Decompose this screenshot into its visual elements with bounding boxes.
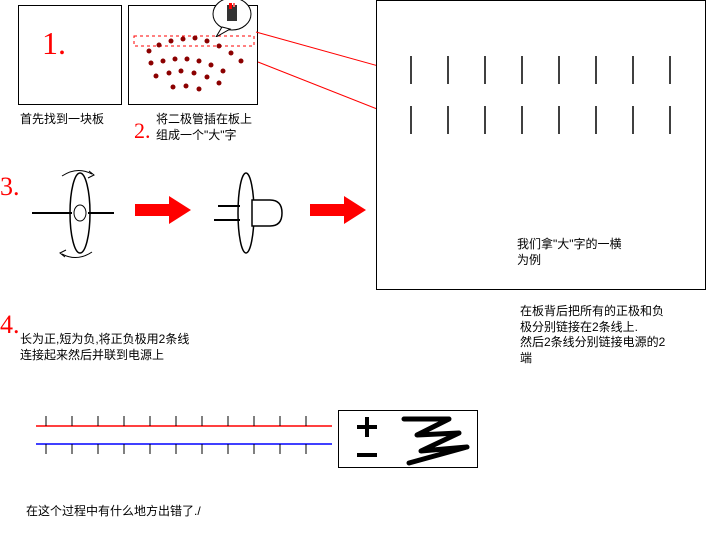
right-panel-ticks [377, 1, 707, 161]
red-arrow-1 [135, 196, 191, 224]
step3-number: 3. [0, 172, 20, 202]
battery-box [338, 410, 478, 468]
footer-text: 在这个过程中有什么地方出错了./ [26, 504, 201, 520]
right-panel-box: 我们拿"大"字的一横 为例 [376, 0, 706, 290]
led-front-left [22, 158, 118, 278]
red-arrow-2 [310, 196, 366, 224]
step4-caption: 长为正,短为负,将正负极用2条线 连接起来然后并联到电源上 [20, 332, 189, 363]
right-panel-caption-below: 在板背后把所有的正极和负 极分别链接在2条线上. 然后2条线分别链接电源的2 端 [520, 304, 665, 366]
right-panel-caption-inside: 我们拿"大"字的一横 为例 [517, 237, 622, 268]
step4-number: 4. [0, 310, 20, 340]
led-side-right [212, 158, 302, 278]
